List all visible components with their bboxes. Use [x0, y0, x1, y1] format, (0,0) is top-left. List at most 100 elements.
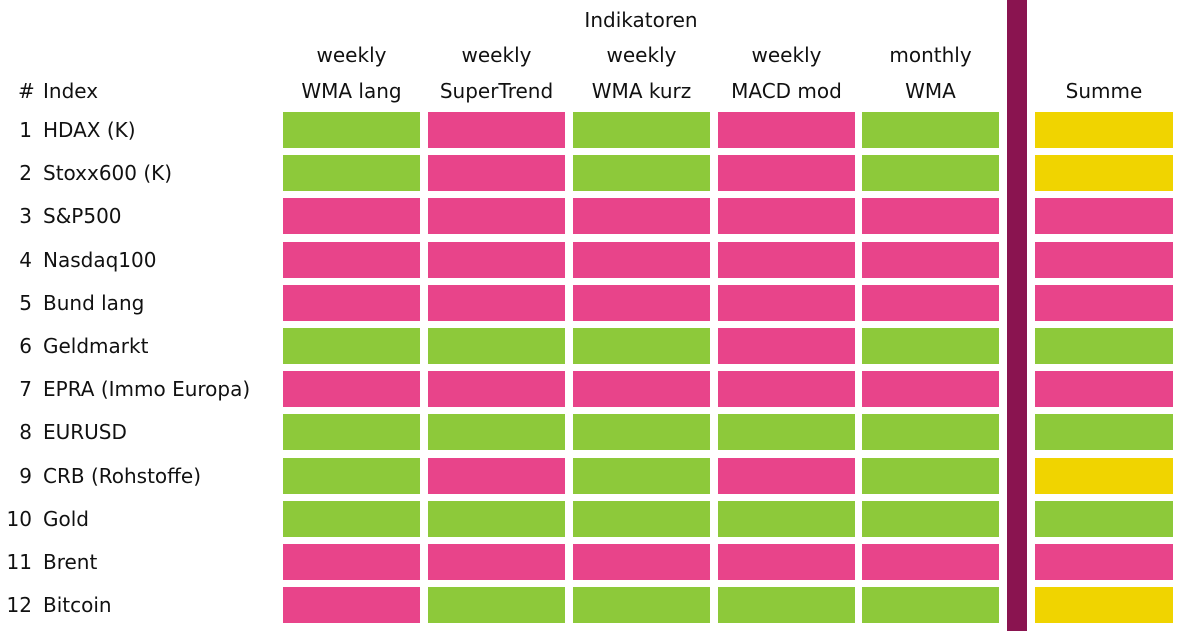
signal-cell-pink	[718, 155, 855, 192]
signal-cell-pink	[283, 544, 420, 580]
sum-cell-pink	[1035, 284, 1173, 321]
row-index-name: Stoxx600 (K)	[43, 161, 173, 186]
row-index-name: S&P500	[43, 204, 122, 229]
signal-cell-green	[718, 587, 855, 624]
sum-cell-yellow	[1035, 457, 1173, 494]
signal-cell-green	[283, 328, 420, 364]
group-title: Indikatoren	[584, 8, 698, 32]
row-index-name: Geldmarkt	[43, 334, 149, 358]
signal-cell-green	[573, 155, 710, 192]
sum-cell-pink	[1035, 544, 1173, 580]
signal-cell-pink	[573, 371, 710, 408]
signal-cell-green	[573, 500, 710, 537]
row-index-name: Bitcoin	[43, 593, 112, 618]
signal-cell-pink	[428, 544, 565, 580]
column-period-2: weekly	[461, 43, 532, 67]
row-number: 2	[19, 161, 32, 186]
column-name-2: SuperTrend	[439, 79, 554, 103]
signal-cell-green	[283, 112, 420, 148]
column-name-5: WMA	[905, 79, 956, 103]
signal-cell-pink	[862, 198, 999, 235]
sum-column-header: Summe	[1065, 79, 1143, 103]
row-number: 6	[19, 334, 32, 358]
signal-cell-green	[718, 414, 855, 451]
row-number: 7	[19, 377, 32, 402]
signal-cell-green	[573, 328, 710, 364]
signal-cell-pink	[718, 371, 855, 408]
signal-cell-green	[862, 112, 999, 148]
column-period-4: weekly	[751, 43, 822, 67]
signal-cell-green	[573, 587, 710, 624]
sum-cell-green	[1035, 500, 1173, 537]
signal-cell-pink	[718, 328, 855, 364]
column-name-4: MACD mod	[731, 79, 842, 103]
signal-cell-pink	[862, 371, 999, 408]
signal-cell-pink	[718, 198, 855, 235]
signal-cell-green	[573, 457, 710, 494]
signal-cell-green	[862, 328, 999, 364]
row-number: 9	[19, 463, 32, 488]
row-index-name: EURUSD	[43, 420, 127, 445]
signal-cell-green	[573, 112, 710, 148]
signal-cell-green	[862, 587, 999, 624]
row-number: 5	[19, 290, 32, 315]
signal-cell-pink	[428, 457, 565, 494]
sum-cell-yellow	[1035, 112, 1173, 148]
signal-cell-pink	[428, 155, 565, 192]
column-period-3: weekly	[606, 43, 677, 67]
sum-cell-pink	[1035, 371, 1173, 408]
signal-cell-pink	[573, 284, 710, 321]
section-divider	[1007, 0, 1027, 631]
row-index-name: CRB (Rohstoffe)	[43, 463, 202, 488]
sum-cell-pink	[1035, 241, 1173, 278]
signal-cell-pink	[573, 198, 710, 235]
signal-cell-pink	[428, 371, 565, 408]
signal-cell-pink	[428, 241, 565, 278]
signal-cell-pink	[283, 371, 420, 408]
sum-cell-yellow	[1035, 587, 1173, 624]
signal-cell-green	[428, 328, 565, 364]
signal-cell-green	[283, 500, 420, 537]
column-period-5: monthly	[889, 43, 972, 67]
signal-cell-pink	[283, 587, 420, 624]
signal-cell-green	[862, 457, 999, 494]
signal-cell-green	[862, 155, 999, 192]
row-number: 12	[6, 593, 32, 618]
signal-cell-green	[573, 414, 710, 451]
signal-cell-green	[718, 500, 855, 537]
row-index-name: HDAX (K)	[43, 118, 136, 142]
row-number: 8	[19, 420, 32, 445]
signal-cell-pink	[283, 198, 420, 235]
signal-cell-pink	[718, 544, 855, 580]
row-index-name: Gold	[43, 506, 89, 531]
row-number: 4	[19, 247, 32, 272]
signal-cell-green	[283, 457, 420, 494]
row-index-name: Bund lang	[43, 290, 145, 315]
sum-cell-green	[1035, 414, 1173, 451]
row-number: 3	[19, 204, 32, 229]
signal-cell-green	[862, 414, 999, 451]
row-number: 1	[19, 118, 32, 142]
signal-cell-pink	[428, 198, 565, 235]
row-index-name: Brent	[43, 550, 98, 574]
signal-cell-green	[428, 500, 565, 537]
signal-cell-green	[283, 414, 420, 451]
signal-cell-green	[428, 414, 565, 451]
sum-cell-pink	[1035, 198, 1173, 235]
signal-cell-green	[283, 155, 420, 192]
signal-cell-pink	[718, 457, 855, 494]
row-index-name: Nasdaq100	[43, 247, 157, 272]
signal-cell-green	[862, 500, 999, 537]
signal-cell-pink	[862, 544, 999, 580]
number-column-header: #	[18, 79, 35, 103]
signal-cell-pink	[718, 241, 855, 278]
signal-cell-pink	[283, 241, 420, 278]
signal-cell-pink	[862, 284, 999, 321]
column-period-1: weekly	[316, 43, 387, 67]
column-name-3: WMA kurz	[591, 79, 692, 103]
index-column-header: Index	[43, 79, 99, 103]
signal-cell-pink	[283, 284, 420, 321]
row-number: 10	[6, 506, 32, 531]
signal-cell-pink	[718, 112, 855, 148]
signal-cell-pink	[718, 284, 855, 321]
